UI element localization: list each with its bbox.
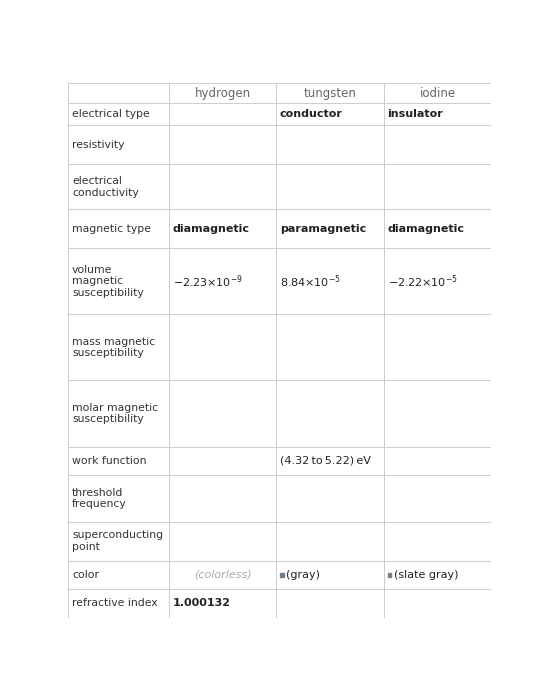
Text: work function: work function bbox=[72, 456, 147, 466]
Text: resistivity: resistivity bbox=[72, 139, 124, 150]
Text: (gray): (gray) bbox=[286, 570, 320, 580]
Text: −2.23×10$^{-9}$: −2.23×10$^{-9}$ bbox=[173, 273, 243, 289]
Text: electrical type: electrical type bbox=[72, 109, 150, 119]
Text: volume
magnetic
susceptibility: volume magnetic susceptibility bbox=[72, 265, 144, 298]
Text: superconducting
point: superconducting point bbox=[72, 530, 163, 552]
Text: color: color bbox=[72, 570, 99, 580]
Text: (slate gray): (slate gray) bbox=[394, 570, 458, 580]
Text: diamagnetic: diamagnetic bbox=[173, 224, 250, 234]
Text: conductor: conductor bbox=[280, 109, 343, 119]
Text: paramagnetic: paramagnetic bbox=[280, 224, 366, 234]
Text: −2.22×10$^{-5}$: −2.22×10$^{-5}$ bbox=[388, 273, 458, 289]
Text: electrical
conductivity: electrical conductivity bbox=[72, 176, 139, 198]
Text: molar magnetic
susceptibility: molar magnetic susceptibility bbox=[72, 403, 158, 424]
Text: (4.32 to 5.22) eV: (4.32 to 5.22) eV bbox=[280, 456, 371, 466]
Text: 8.84×10$^{-5}$: 8.84×10$^{-5}$ bbox=[280, 273, 341, 289]
Text: 1.000132: 1.000132 bbox=[173, 598, 231, 609]
Bar bbox=[388, 573, 391, 577]
Text: refractive index: refractive index bbox=[72, 598, 158, 609]
Text: diamagnetic: diamagnetic bbox=[388, 224, 465, 234]
Text: tungsten: tungsten bbox=[304, 87, 356, 99]
Text: mass magnetic
susceptibility: mass magnetic susceptibility bbox=[72, 337, 155, 358]
Text: magnetic type: magnetic type bbox=[72, 224, 151, 234]
Text: (colorless): (colorless) bbox=[194, 570, 251, 580]
Text: insulator: insulator bbox=[388, 109, 443, 119]
Text: hydrogen: hydrogen bbox=[194, 87, 251, 99]
Bar bbox=[280, 573, 284, 577]
Text: threshold
frequency: threshold frequency bbox=[72, 487, 127, 509]
Text: iodine: iodine bbox=[419, 87, 455, 99]
